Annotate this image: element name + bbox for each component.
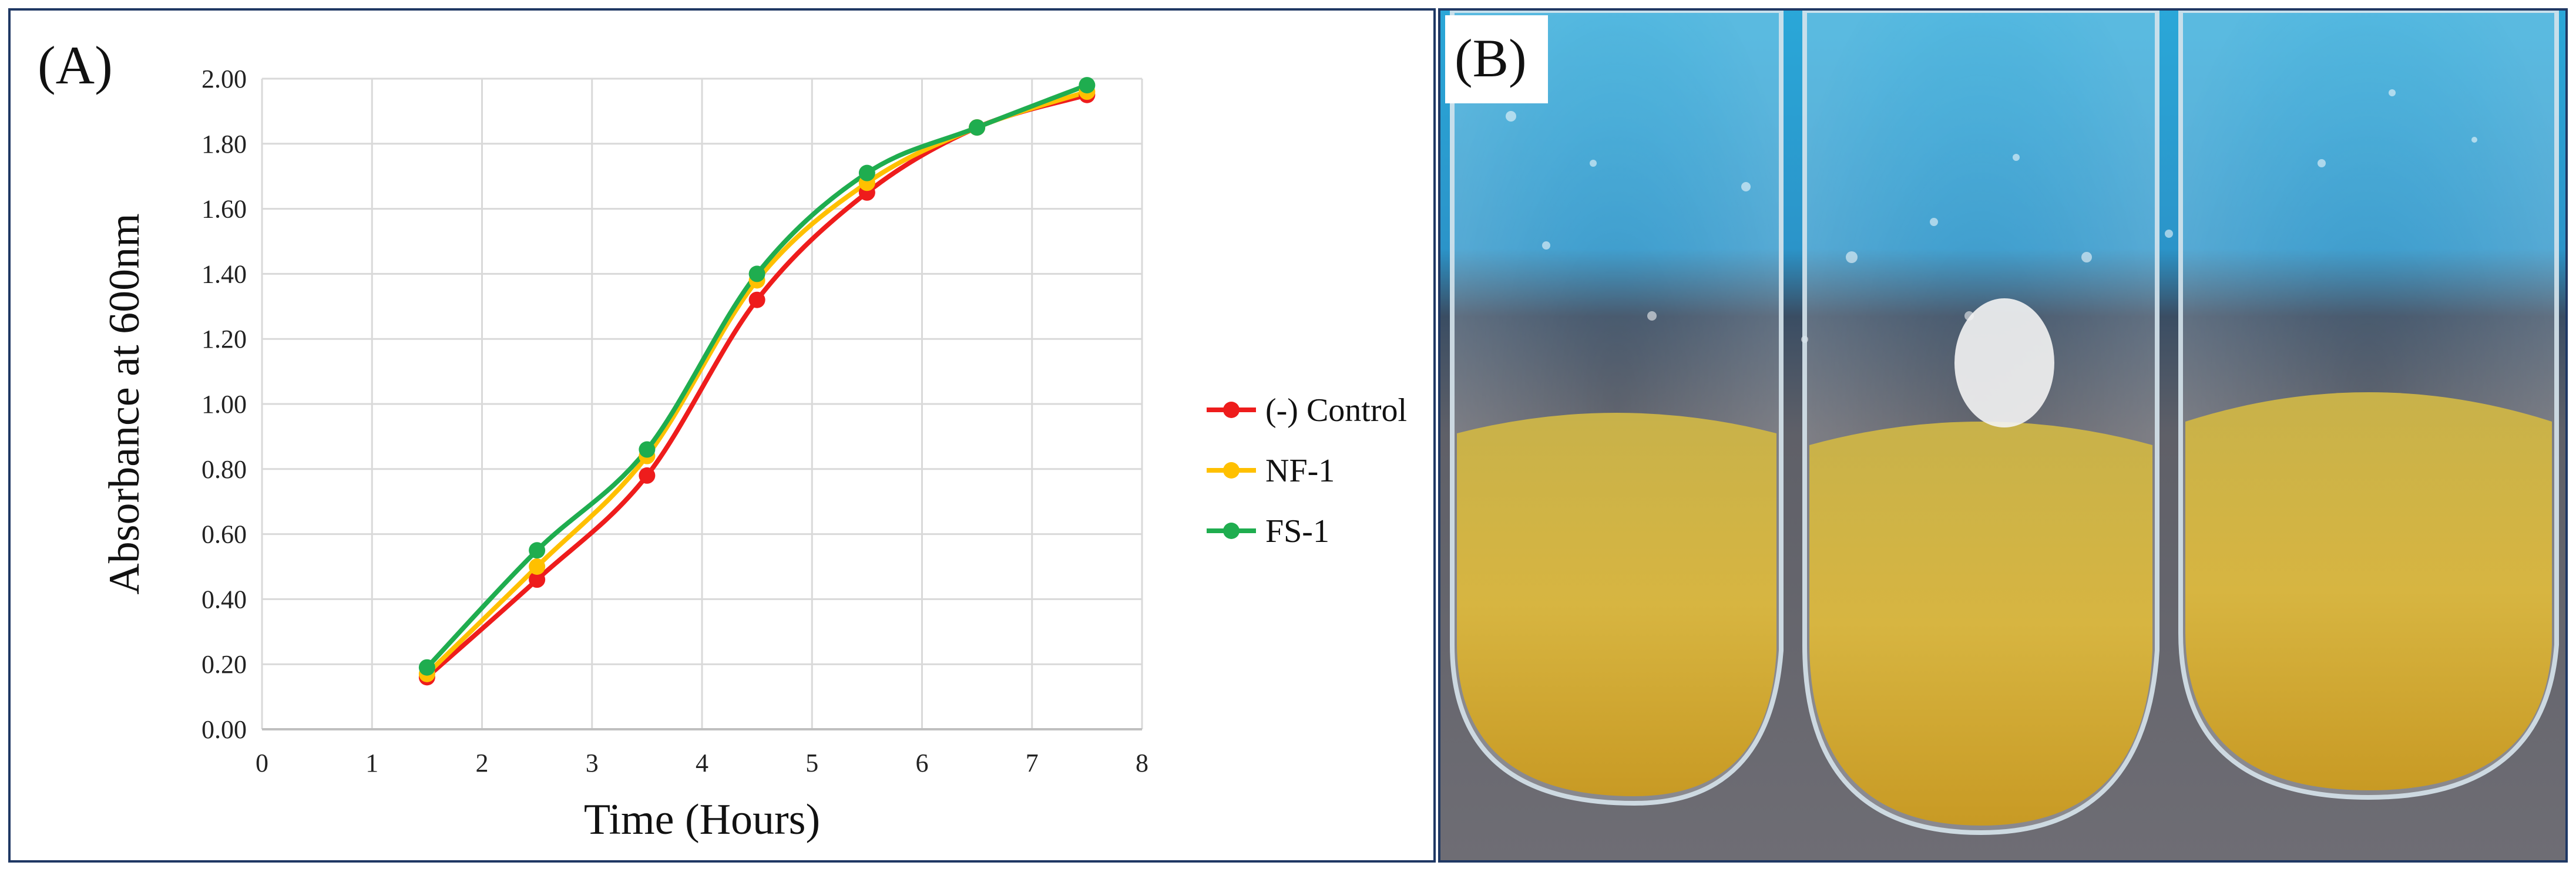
growth-curve-chart: 0 1 2 3 4 5 6 7 8 0.00 0.20 0.40 0.60 0.80 1.00 1.20 1.4…	[100, 65, 1407, 844]
y-tick-label: 1.40	[201, 260, 247, 288]
x-tick-label: 3	[586, 749, 599, 777]
y-tick-label: 1.60	[201, 195, 247, 224]
data-point	[748, 291, 765, 308]
tube-1	[1450, 11, 1784, 806]
y-tick-label: 0.00	[201, 715, 247, 744]
x-tick-label: 2	[476, 749, 489, 777]
y-tick-label: 1.20	[201, 325, 247, 353]
x-tick-label: 6	[916, 749, 929, 777]
y-tick-label: 1.80	[201, 130, 247, 159]
x-axis-title: Time (Hours)	[584, 796, 820, 844]
x-tick-label: 8	[1136, 749, 1148, 777]
data-point	[529, 542, 546, 559]
data-point	[529, 571, 546, 588]
panel-b-label-box	[1445, 15, 1548, 103]
x-tick-label: 4	[696, 749, 708, 777]
data-point	[969, 119, 986, 136]
y-tick-label: 2.00	[201, 65, 247, 93]
x-tick-label: 1	[365, 749, 378, 777]
legend-swatch-marker	[1223, 402, 1240, 418]
data-point	[418, 659, 435, 676]
test-tubes-photo	[1440, 11, 2565, 860]
panel-a: (A) 0 1 2 3 4 5 6 7 8 0.00 0.20 0.40 0.60 0.80 1.00 1.2…	[8, 8, 1436, 863]
y-axis-title: Absorbance at 600nm	[100, 213, 149, 594]
y-tick-label: 0.40	[201, 585, 247, 614]
data-point	[748, 265, 765, 282]
panel-b-label: (B)	[1455, 28, 1527, 88]
data-point	[639, 467, 656, 484]
x-tick-label: 5	[805, 749, 818, 777]
y-tick-label: 0.80	[201, 455, 247, 484]
legend-label: (-) Control	[1265, 392, 1407, 429]
data-point	[639, 441, 656, 458]
tube-3	[2178, 11, 2559, 800]
y-tick-label: 1.00	[201, 390, 247, 419]
data-point	[529, 558, 546, 575]
legend-swatch-marker	[1223, 523, 1240, 539]
series-line-0	[425, 92, 1088, 679]
legend-swatch-marker	[1223, 462, 1240, 479]
legend-label: NF-1	[1265, 453, 1335, 489]
data-point	[858, 164, 875, 181]
y-tick-label: 0.60	[201, 520, 247, 549]
stopper-bubble	[1954, 298, 2054, 427]
panel-b-photo: (B)	[1438, 8, 2568, 863]
tube-2	[1802, 11, 2159, 836]
x-tick-label: 7	[1026, 749, 1039, 777]
panel-a-label: (A)	[38, 35, 113, 95]
legend-label: FS-1	[1265, 513, 1329, 550]
y-tick-label: 0.20	[201, 650, 247, 679]
x-tick-label: 0	[256, 749, 268, 777]
data-point	[1079, 77, 1096, 94]
